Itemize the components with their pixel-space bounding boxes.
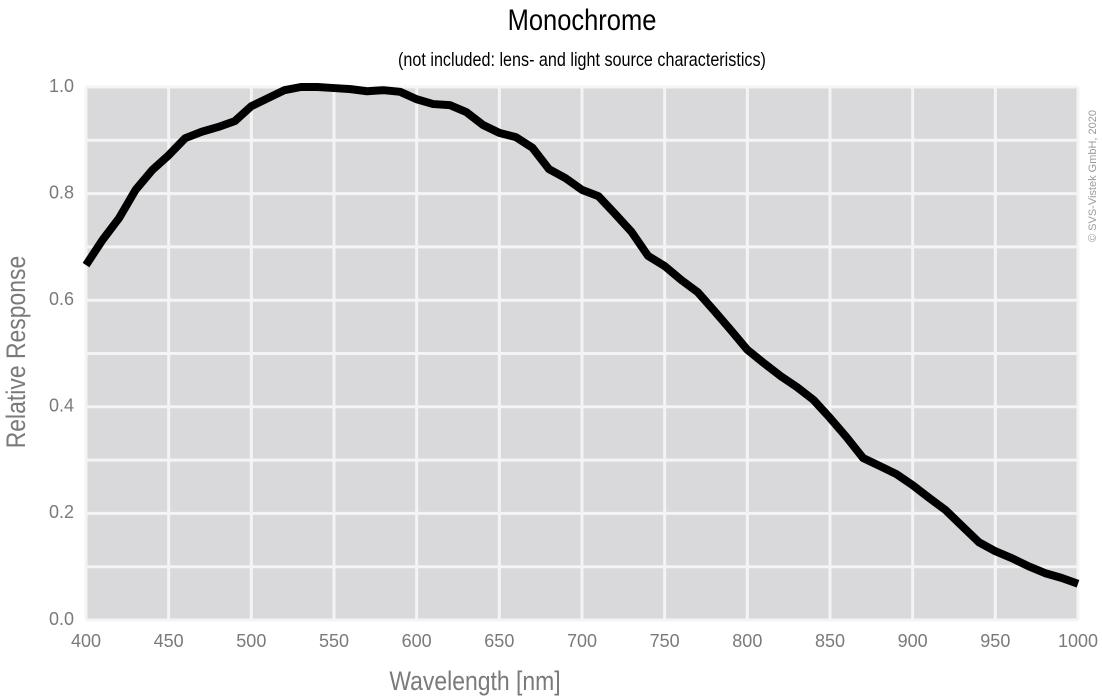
x-tick-label: 800 [732, 631, 762, 651]
chart-title: Monochrome [508, 3, 657, 36]
x-tick-label: 550 [319, 631, 349, 651]
y-tick-label: 0.2 [49, 502, 74, 522]
x-tick-label: 850 [815, 631, 845, 651]
x-tick-label: 750 [650, 631, 680, 651]
x-tick-label: 950 [980, 631, 1010, 651]
x-tick-label: 450 [154, 631, 184, 651]
x-tick-label: 650 [484, 631, 514, 651]
x-tick-label: 600 [402, 631, 432, 651]
x-tick-label: 900 [898, 631, 928, 651]
y-tick-label: 0.8 [49, 182, 74, 202]
x-axis-label: Wavelength [nm] [389, 666, 560, 696]
x-tick-label: 700 [567, 631, 597, 651]
data-line [82, 83, 1080, 588]
x-tick-label: 1000 [1058, 631, 1098, 651]
y-axis-label: Relative Response [1, 256, 31, 449]
y-tick-label: 0.6 [49, 289, 74, 309]
y-tick-label: 0.0 [49, 609, 74, 629]
x-tick-label: 400 [71, 631, 101, 651]
copyright: © SVS-Vistek GmbH, 2020 [1087, 110, 1099, 242]
x-tick-label: 500 [236, 631, 266, 651]
y-tick-label: 0.4 [49, 396, 74, 416]
chart-subtitle: (not included: lens- and light source ch… [398, 49, 766, 71]
y-tick-label: 1.0 [49, 76, 74, 96]
